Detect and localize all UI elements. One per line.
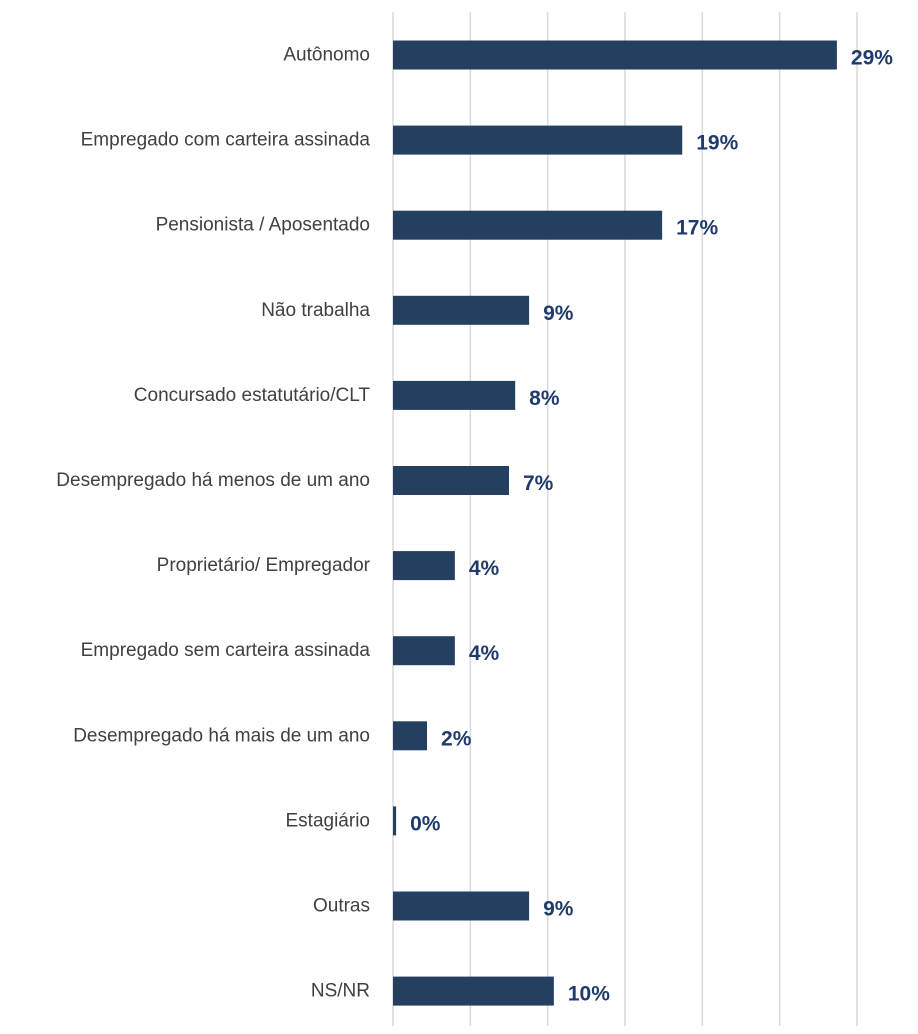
bars [393, 40, 837, 1006]
bar-4 [393, 380, 516, 410]
category-label-1: Empregado com carteira assinada [81, 130, 371, 151]
category-label-10: Outras [313, 896, 370, 917]
bar-11 [393, 976, 554, 1006]
value-label-10: 9% [543, 898, 574, 921]
bar-8 [393, 721, 428, 751]
category-labels: Autônomo Empregado com carteira assinada P… [56, 45, 370, 1002]
category-label-7: Empregado sem carteira assinada [81, 640, 371, 661]
value-label-4: 8% [529, 387, 560, 410]
category-label-9: Estagiário [286, 810, 371, 831]
category-label-6: Proprietário/ Empregador [157, 555, 371, 576]
bar-1 [393, 125, 683, 155]
value-label-1: 19% [696, 132, 738, 155]
value-label-11: 10% [568, 983, 610, 1006]
value-label-5: 7% [523, 472, 554, 495]
bar-10 [393, 891, 530, 921]
value-label-0: 29% [851, 47, 893, 70]
category-label-0: Autônomo [283, 45, 370, 66]
bar-6 [393, 551, 455, 581]
value-label-9: 0% [410, 812, 441, 835]
bar-2 [393, 210, 663, 240]
category-label-5: Desempregado há menos de um ano [56, 470, 370, 491]
value-label-6: 4% [469, 557, 500, 580]
category-label-3: Não trabalha [261, 300, 370, 321]
value-label-7: 4% [469, 642, 500, 665]
value-label-3: 9% [543, 302, 574, 325]
bar-9 [393, 806, 397, 836]
value-label-8: 2% [441, 727, 472, 750]
category-label-11: NS/NR [311, 981, 370, 1002]
bar-7 [393, 636, 455, 666]
bar-5 [393, 466, 509, 495]
value-label-2: 17% [676, 217, 718, 240]
category-label-4: Concursado estatutário/CLT [134, 385, 371, 406]
category-label-8: Desempregado há mais de um ano [73, 725, 370, 746]
category-label-2: Pensionista / Aposentado [156, 215, 370, 236]
gridlines [392, 12, 858, 1026]
bar-0 [393, 40, 837, 70]
bar-3 [393, 295, 530, 325]
value-labels: 29% 19% 17% 9% 8% 7% 4% 4% 2% 0% 9% 10% [410, 47, 893, 1006]
